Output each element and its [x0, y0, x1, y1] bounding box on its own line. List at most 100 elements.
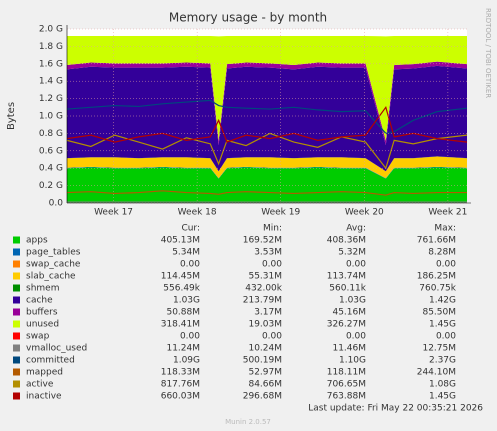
legend-value: 318.41M — [161, 320, 200, 330]
legend-value: 186.25M — [417, 272, 456, 282]
y-tick-label: 1.2 G — [39, 94, 63, 104]
legend-value: 408.36M — [327, 236, 366, 246]
y-tick-label: 1.6 G — [39, 59, 63, 69]
legend-value: 52.97M — [248, 368, 282, 378]
legend-value: 45.16M — [332, 308, 366, 318]
legend-value: 3.17M — [254, 308, 282, 318]
legend-swatch — [13, 344, 20, 352]
legend-value: 706.65M — [327, 380, 366, 390]
legend-value: 244.10M — [417, 368, 456, 378]
legend-swatch — [13, 380, 20, 388]
area — [67, 156, 467, 179]
legend-header: Max: — [434, 224, 456, 234]
legend-swatch — [13, 272, 20, 280]
legend-value: 114.45M — [161, 272, 200, 282]
legend-value: 296.68M — [243, 392, 282, 402]
legend-value: 169.52M — [243, 236, 282, 246]
legend-value: 500.19M — [243, 356, 282, 366]
legend-value: 326.27M — [327, 320, 366, 330]
legend-value: 50.88M — [166, 308, 200, 318]
legend-swatch — [13, 248, 20, 256]
chart-title: Memory usage - by month — [169, 11, 327, 25]
y-tick-label: 0.6 G — [39, 146, 63, 156]
legend-value: 660.03M — [161, 392, 200, 402]
legend-label: active — [26, 380, 54, 390]
legend-value: 10.24M — [248, 344, 282, 354]
legend-label: vmalloc_used — [26, 344, 87, 354]
legend-header: Cur: — [181, 224, 200, 234]
y-tick-label: 0.2 G — [39, 181, 63, 191]
legend: Cur: Min: Avg: Max: apps 405.13M 169.52M 408.36… — [13, 224, 457, 402]
legend-value: 55.31M — [248, 272, 282, 282]
legend-label: unused — [26, 320, 59, 330]
legend-value: 0.00 — [346, 260, 366, 270]
legend-value: 0.00 — [180, 260, 200, 270]
legend-value: 1.08G — [429, 380, 456, 390]
legend-value: 1.09G — [173, 356, 200, 366]
x-tick-label: Week 20 — [345, 208, 384, 218]
legend-swatch — [13, 332, 20, 340]
legend-value: 817.76M — [161, 380, 200, 390]
legend-value: 1.45G — [429, 392, 456, 402]
x-tick-label: Week 21 — [428, 208, 467, 218]
legend-label: apps — [26, 236, 48, 246]
legend-swatch — [13, 368, 20, 376]
legend-value: 1.10G — [339, 356, 366, 366]
legend-value: 0.00 — [436, 260, 456, 270]
legend-label: inactive — [26, 392, 62, 402]
legend-header: Avg: — [346, 224, 366, 234]
x-tick-label: Week 18 — [178, 208, 217, 218]
legend-swatch — [13, 296, 20, 304]
legend-value: 12.75M — [422, 344, 456, 354]
legend-value: 5.32M — [338, 248, 366, 258]
y-tick-label: 1.4 G — [39, 77, 63, 87]
area — [67, 65, 467, 172]
y-tick-label: 2.0 G — [39, 25, 63, 35]
legend-label: cache — [26, 296, 53, 306]
legend-header: Min: — [263, 224, 282, 234]
last-update: Last update: Fri May 22 00:35:21 2026 — [308, 404, 483, 414]
legend-label: shmem — [26, 284, 59, 294]
legend-value: 5.34M — [172, 248, 200, 258]
y-tick-label: 0.4 G — [39, 164, 63, 174]
line — [66, 105, 468, 143]
y-tick-label: 1.8 G — [39, 42, 63, 52]
x-tick-label: Week 19 — [261, 208, 300, 218]
legend-value: 8.28M — [428, 248, 456, 258]
legend-value: 0.00 — [346, 332, 366, 342]
y-tick-label: 0.8 G — [39, 129, 63, 139]
legend-label: buffers — [26, 308, 58, 318]
legend-value: 0.00 — [262, 260, 282, 270]
legend-value: 118.33M — [161, 368, 200, 378]
legend-value: 763.88M — [327, 392, 366, 402]
legend-value: 556.49k — [163, 284, 200, 294]
legend-value: 761.66M — [417, 236, 456, 246]
legend-swatch — [13, 284, 20, 292]
legend-value: 0.00 — [436, 332, 456, 342]
area — [67, 35, 467, 141]
side-text: RRDTOOL / TOBI OETIKER — [484, 8, 492, 98]
legend-value: 85.50M — [422, 308, 456, 318]
legend-label: swap — [26, 332, 50, 342]
area — [67, 167, 467, 203]
plot — [66, 28, 468, 204]
legend-value: 1.45G — [429, 320, 456, 330]
legend-swatch — [13, 392, 20, 400]
legend-label: mapped — [26, 368, 63, 378]
line — [66, 132, 468, 170]
legend-swatch — [13, 260, 20, 268]
legend-value: 405.13M — [161, 236, 200, 246]
line — [66, 190, 467, 196]
legend-value: 11.46M — [332, 344, 366, 354]
legend-label: slab_cache — [26, 272, 76, 282]
legend-swatch — [13, 236, 20, 244]
legend-value: 2.37G — [429, 356, 456, 366]
legend-value: 3.53M — [254, 248, 282, 258]
legend-swatch — [13, 356, 20, 364]
legend-value: 0.00 — [262, 332, 282, 342]
legend-label: page_tables — [26, 248, 81, 258]
legend-value: 432.00k — [245, 284, 282, 294]
legend-value: 760.75k — [419, 284, 456, 294]
legend-swatch — [13, 320, 20, 328]
